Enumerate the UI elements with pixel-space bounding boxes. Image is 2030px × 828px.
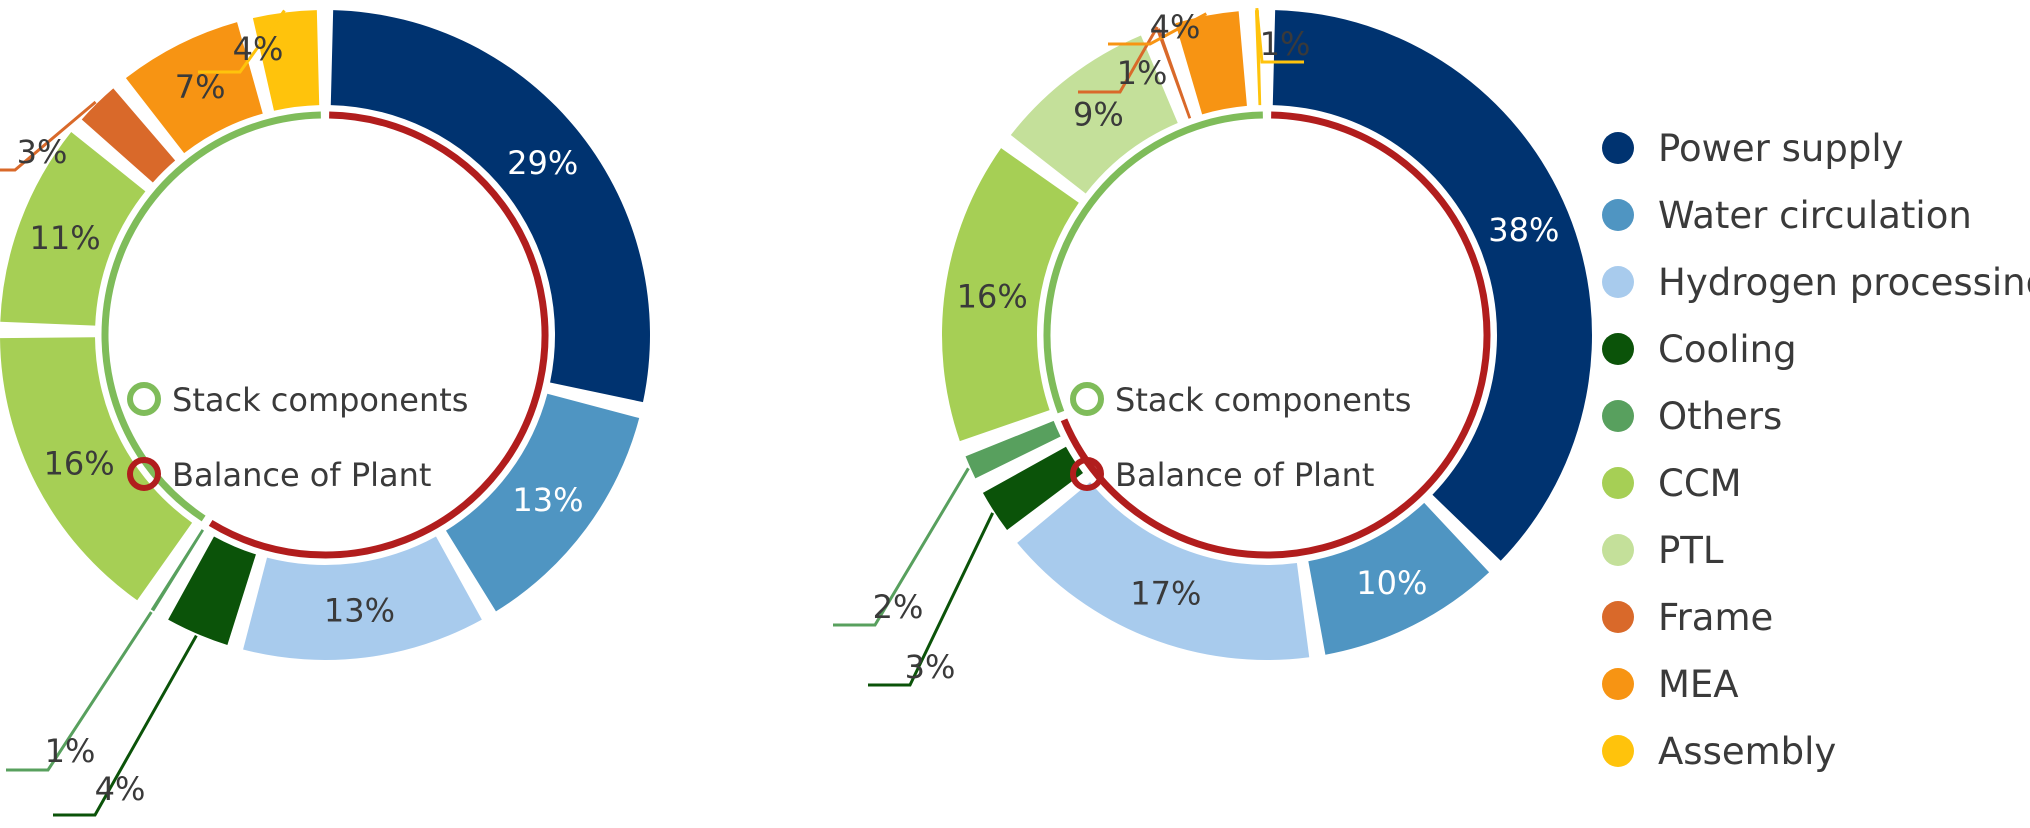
data-label-frame-1: 3%	[17, 133, 68, 171]
data-label-assembly-1: 4%	[233, 30, 284, 68]
data-label-mea-1: 7%	[175, 68, 226, 106]
slice-water-circulation-2	[1308, 502, 1490, 655]
legend-label-frame: Frame	[1658, 596, 1773, 639]
slice-power-supply-1	[330, 10, 650, 403]
slice-hydrogen-processing-1	[243, 536, 482, 660]
data-label-cooling-2: 3%	[905, 648, 956, 686]
legend-marker-cooling	[1602, 333, 1634, 365]
slice-power-supply-2	[1272, 10, 1593, 561]
inner-legend-marker-stack-components-2	[1070, 382, 1104, 416]
slice-frame-2	[1156, 28, 1192, 119]
slice-cooling-1	[168, 536, 256, 645]
inner-legend-label-stack-components-2: Stack components	[1115, 381, 1411, 419]
legend-label-water-circulation: Water circulation	[1658, 194, 1972, 237]
data-label-power-supply-2: 38%	[1488, 211, 1559, 249]
legend-marker-ptl	[1602, 534, 1634, 566]
data-label-ccm-2: 16%	[957, 277, 1028, 315]
legend-label-hydrogen-processing: Hydrogen processing	[1658, 261, 2030, 304]
inner-legend-label-stack-components-1: Stack components	[172, 381, 468, 419]
data-label-others-2: 2%	[873, 588, 924, 626]
inner-legend-marker-balance-of-plant-1	[127, 457, 161, 491]
legend-marker-others	[1602, 400, 1634, 432]
slice-ptl-2	[1010, 35, 1178, 194]
data-label-ccm-1: 16%	[44, 445, 115, 483]
leader-line-mea-2	[1108, 12, 1208, 46]
inner-ring-balance-of-plant-2	[1060, 111, 1491, 559]
legend-label-ccm: CCM	[1658, 462, 1742, 505]
inner-ring-balance-of-plant-1	[208, 111, 549, 559]
inner-legend-label-balance-of-plant-1: Balance of Plant	[172, 456, 431, 494]
slice-mea-1	[125, 22, 263, 154]
data-label-ptl-2: 9%	[1073, 96, 1124, 134]
inner-legend-label-balance-of-plant-2: Balance of Plant	[1115, 456, 1374, 494]
legend-label-assembly: Assembly	[1658, 730, 1836, 773]
legend-label-power-supply: Power supply	[1658, 127, 1904, 170]
slice-others-2	[965, 420, 1061, 479]
leader-line-frame-1	[0, 100, 97, 172]
slice-water-circulation-1	[445, 393, 640, 612]
data-label-water-circulation-2: 10%	[1356, 564, 1427, 602]
slice-frame-1	[81, 88, 176, 183]
legend-marker-frame	[1602, 601, 1634, 633]
legend-label-others: Others	[1658, 395, 1782, 438]
data-label-frame-2: 1%	[1117, 54, 1168, 92]
legend-marker-power-supply	[1602, 132, 1634, 164]
legend-label-cooling: Cooling	[1658, 328, 1797, 371]
slice-hydrogen-processing-2	[1017, 482, 1310, 660]
slice-assembly-1	[252, 10, 320, 111]
slice-assembly-2	[1254, 10, 1262, 106]
slice-cooling-2	[982, 446, 1084, 531]
leader-line-others-2	[833, 467, 970, 627]
slice-ccm-1	[0, 337, 193, 601]
inner-legend-marker-stack-components-1	[127, 382, 161, 416]
data-label-water-circulation-1: 13%	[512, 481, 583, 519]
data-label-cooling-1: 4%	[95, 770, 146, 808]
leader-line-assembly-2	[1255, 8, 1304, 64]
legend-marker-hydrogen-processing	[1602, 266, 1634, 298]
data-label-ccm-1: 11%	[30, 219, 101, 257]
legend-marker-assembly	[1602, 735, 1634, 767]
data-label-power-supply-1: 29%	[507, 144, 578, 182]
leader-line-cooling-1	[53, 634, 198, 817]
legend-marker-water-circulation	[1602, 199, 1634, 231]
legend-label-mea: MEA	[1658, 663, 1739, 706]
data-label-assembly-2: 1%	[1260, 25, 1311, 63]
leader-line-frame-2	[1078, 26, 1159, 94]
leader-line-cooling-2	[868, 512, 995, 687]
data-label-hydrogen-processing-1: 13%	[324, 591, 395, 629]
leader-line-others-1	[6, 611, 153, 772]
slice-ccm-1	[0, 131, 146, 326]
leader-line-assembly-1	[198, 9, 286, 74]
legend-marker-mea	[1602, 668, 1634, 700]
slice-ccm-2	[942, 148, 1079, 442]
data-label-mea-2: 4%	[1150, 8, 1201, 46]
legend-label-ptl: PTL	[1658, 529, 1724, 572]
data-label-hydrogen-processing-2: 17%	[1130, 574, 1201, 612]
slice-others-1	[150, 529, 205, 612]
data-label-others-1: 1%	[45, 732, 96, 770]
slice-mea-2	[1175, 11, 1247, 115]
inner-ring-stack-components-2	[1043, 111, 1263, 414]
legend-marker-ccm	[1602, 467, 1634, 499]
inner-legend-marker-balance-of-plant-2	[1070, 457, 1104, 491]
